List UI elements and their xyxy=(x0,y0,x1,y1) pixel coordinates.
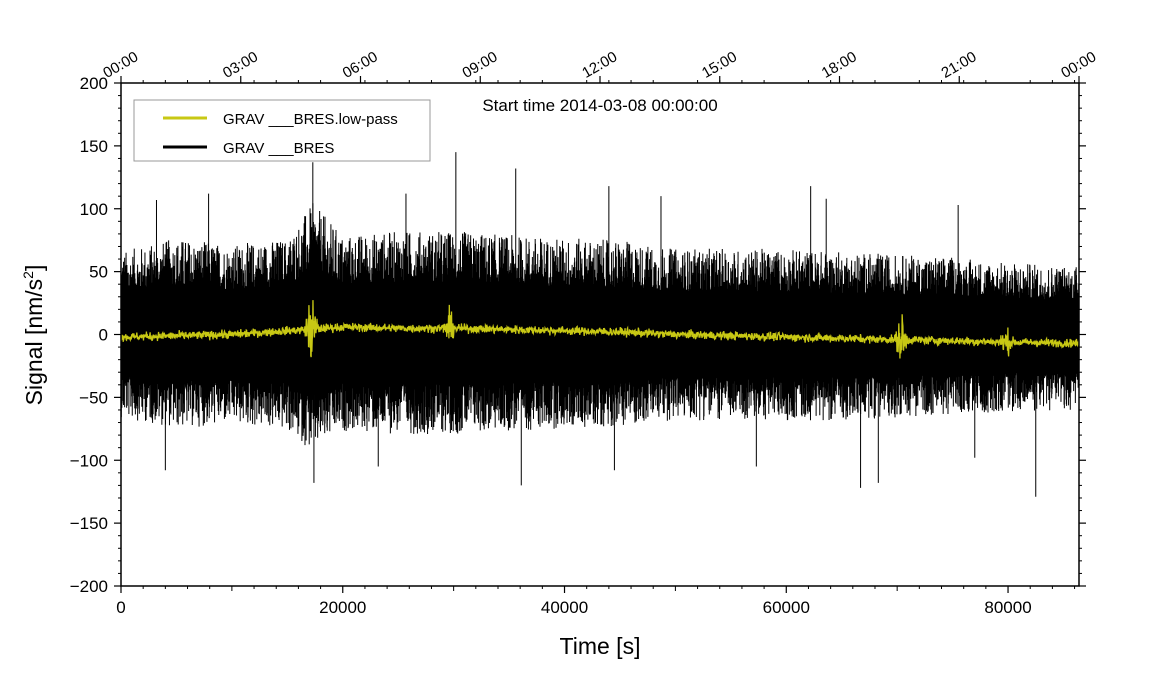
y-tick-label: 50 xyxy=(89,263,108,282)
x-tick-label: 40000 xyxy=(541,598,588,617)
axis-ticks xyxy=(114,76,1086,593)
y-tick-label: −50 xyxy=(79,388,108,407)
y-axis-label-main: Signal [nm/s xyxy=(21,279,47,406)
legend-box xyxy=(133,99,431,162)
series-grav-bres-low-pass-line xyxy=(121,300,1079,359)
y-axis-label-close: ] xyxy=(21,265,47,271)
y-tick-label: 0 xyxy=(99,326,108,345)
x-tick-label: 0 xyxy=(116,598,125,617)
legend-label-low-pass: GRAV ___BRES.low-pass xyxy=(223,111,398,128)
x-axis-label: Time [s] xyxy=(560,633,641,659)
x-tick-label: 80000 xyxy=(984,598,1031,617)
series-grav-bres-low-pass xyxy=(121,300,1079,359)
y-tick-label: 200 xyxy=(80,74,108,93)
y-tick-labels: −200 −150 −100 −50 0 50 100 150 200 xyxy=(70,74,108,596)
y-tick-label: −100 xyxy=(70,451,108,470)
y-axis-label-superscript: 2 xyxy=(20,271,36,279)
y-tick-label: 100 xyxy=(80,200,108,219)
x-tick-labels: 0 20000 40000 60000 80000 xyxy=(116,598,1031,617)
y-axis-label: Signal [nm/s2] xyxy=(20,265,47,406)
legend-label-raw: GRAV ___BRES xyxy=(223,140,334,157)
start-time-label: Start time 2014-03-08 00:00:00 xyxy=(482,96,717,115)
legend: GRAV ___BRES.low-pass GRAV ___BRES xyxy=(133,99,431,162)
y-tick-label: −200 xyxy=(70,577,108,596)
y-tick-label: 150 xyxy=(80,137,108,156)
x-tick-label: 60000 xyxy=(763,598,810,617)
y-tick-label: −150 xyxy=(70,514,108,533)
x-tick-label: 20000 xyxy=(319,598,366,617)
series-grav-bres xyxy=(121,152,1079,497)
